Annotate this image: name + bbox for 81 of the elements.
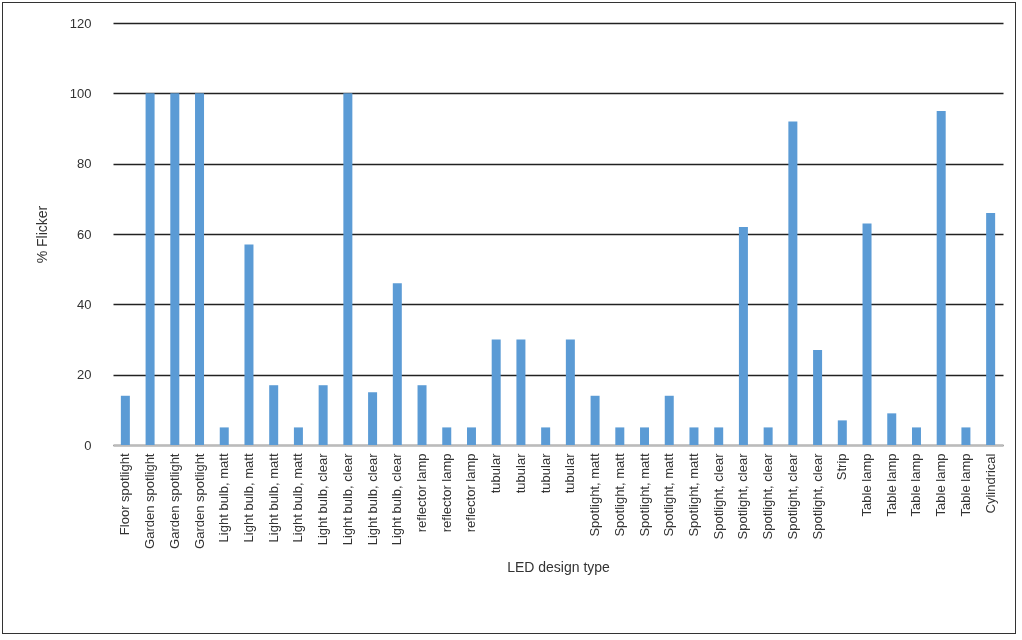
y-tick-label: 100 [69,85,92,101]
bar [887,413,897,445]
bar [837,420,847,445]
bar [269,385,279,445]
bar [813,350,823,445]
x-tick-label: Spotlight, clear [735,452,751,540]
x-tick-label: reflector lamp [438,453,454,533]
x-tick-label: Light bulb, matt [290,453,306,543]
x-tick-label: Light bulb, matt [216,453,232,543]
x-tick-label: Spotlight, clear [760,452,776,540]
x-tick-label: tubular [562,452,578,494]
x-tick-label: Table lamp [859,453,875,517]
bar [936,110,946,445]
y-tick-label: 20 [77,367,92,383]
bar [491,339,501,445]
x-tick-label: Light bulb, matt [240,453,256,543]
bar [541,427,551,445]
bar [788,121,798,445]
bar [615,427,625,445]
x-tick-label: Spotlight, matt [661,453,677,537]
x-tick-label: Spotlight, clear [809,452,825,540]
x-tick-label: Strip [834,453,850,481]
y-tick-label: 120 [69,15,92,31]
bar [714,427,724,445]
bar [590,395,600,445]
x-tick-label: Cylindrical [982,453,998,514]
bar [738,226,748,445]
y-tick-label: 60 [77,226,92,242]
bar [244,244,254,445]
bar [145,93,155,445]
bar [664,395,674,445]
x-tick-label: Spotlight, matt [685,453,701,537]
x-tick-label: tubular [537,452,553,494]
bar [195,93,205,445]
bar [640,427,650,445]
bar [343,93,353,445]
x-tick-label: Light bulb, clear [339,452,355,546]
bar [911,427,921,445]
bar [565,339,575,445]
x-tick-label: Spotlight, clear [710,452,726,540]
y-tick-label: 80 [77,156,92,172]
bar [689,427,699,445]
x-tick-label: Spotlight, matt [587,453,603,537]
x-tick-label: Spotlight, matt [636,453,652,537]
bar [516,339,526,445]
bar [219,427,229,445]
x-tick-label: Table lamp [908,453,924,517]
x-tick-label: Spotlight, clear [784,452,800,540]
x-tick-label: tubular [512,452,528,494]
bar [466,427,476,445]
bar [986,212,996,445]
bar [170,93,180,445]
bar [442,427,452,445]
x-tick-label: tubular [488,452,504,494]
y-axis-title: % Flicker [33,205,50,264]
y-tick-label: 40 [77,296,92,312]
x-tick-label: Garden spotlight [191,453,207,549]
bar [368,392,378,445]
x-tick-label: Table lamp [957,453,973,517]
x-tick-label: Garden spotlight [142,453,158,549]
x-tick-label: reflector lamp [463,453,479,533]
x-tick-label: Light bulb, matt [265,453,281,543]
x-tick-label: reflector lamp [414,453,430,533]
bar [862,223,872,445]
x-tick-label: Light bulb, clear [315,452,331,546]
bar [392,283,402,445]
x-tick-label: Light bulb, clear [364,452,380,546]
bar [961,427,971,445]
x-tick-label: Light bulb, clear [389,452,405,546]
bar [293,427,303,445]
x-axis-title: LED design type [507,558,611,575]
bar [318,385,328,445]
bar [763,427,773,445]
x-tick-label: Table lamp [933,453,949,517]
x-tick-label: Table lamp [883,453,899,517]
y-tick-label: 0 [84,437,92,453]
bar [120,395,130,445]
x-tick-label: Floor spotlight [117,453,133,536]
x-tick-label: Spotlight, matt [611,453,627,537]
x-tick-label: Garden spotlight [166,453,182,549]
bar [417,385,427,445]
